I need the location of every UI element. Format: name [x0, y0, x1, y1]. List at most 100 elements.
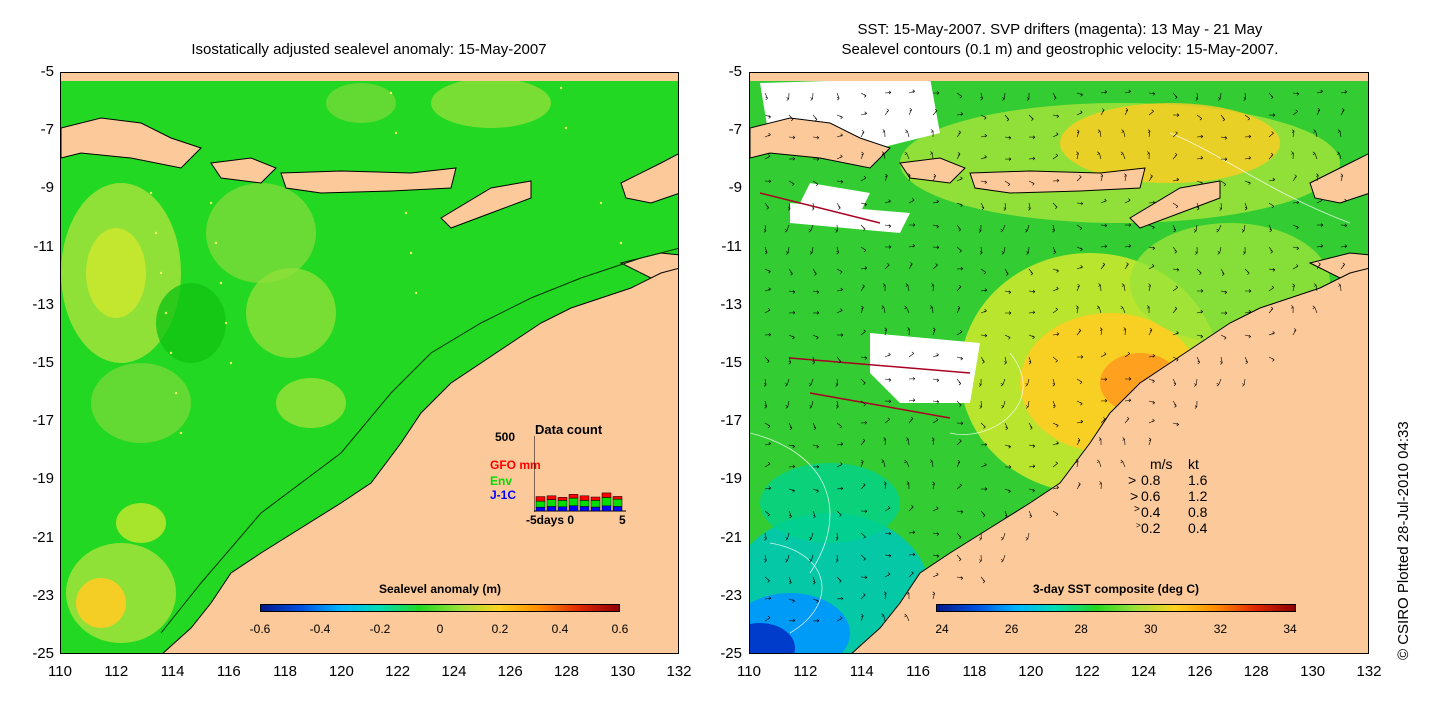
velocity-arrow: [1196, 134, 1204, 139]
velocity-arrow: [764, 400, 767, 409]
data-count-bar-6-0: [601, 505, 612, 512]
data-count-bar-3-2: [568, 494, 579, 499]
velocity-arrow: [1028, 202, 1031, 211]
right-y-tick-6: -17: [720, 412, 742, 430]
velocity-arrow: [1244, 268, 1250, 275]
velocity-arrow: [1052, 202, 1058, 210]
velocity-arrow: [883, 481, 887, 490]
velocity-arrow: [860, 356, 868, 360]
velocity-arrow: [1316, 262, 1321, 270]
velocity-arrow: [884, 199, 891, 204]
right-x-tick-3: 116: [906, 663, 931, 680]
velocity-arrow: [881, 151, 886, 160]
right-y-tick-2: -9: [728, 179, 742, 197]
velocity-arrow: [1220, 334, 1227, 340]
velocity-arrow: [764, 132, 771, 138]
velocity-arrow: [1148, 109, 1154, 116]
velocity-arrow: [1220, 290, 1228, 295]
velocity-arrow: [1316, 173, 1319, 182]
velocity-arrow: [1028, 289, 1036, 294]
left-y-tick-5: -15: [32, 354, 54, 371]
velocity-arrow: [1052, 356, 1058, 363]
velocity-arrow: [1216, 378, 1222, 387]
velocity-arrow: [1216, 224, 1222, 233]
velocity-arrow: [1172, 113, 1180, 117]
velocity-arrow: [1172, 306, 1178, 314]
velocity-arrow: [1076, 419, 1084, 424]
velocity-arrow: [979, 246, 983, 255]
velocity-arrow: [1292, 283, 1295, 292]
velocity-arrow: [932, 572, 939, 578]
velocity-arrow: [932, 173, 937, 182]
data-count-x-end: 5: [619, 513, 626, 527]
velocity-arrow: [860, 438, 866, 446]
velocity-arrow: [1028, 334, 1035, 339]
velocity-arrow: [1052, 246, 1056, 255]
velocity-arrow: [1100, 108, 1105, 116]
right-x-tick-8: 126: [1187, 663, 1213, 680]
velocity-arrow: [1268, 331, 1275, 336]
velocity-arrow: [1196, 114, 1202, 121]
velocity-arrow: [1292, 174, 1297, 182]
data-count-jc-label: J-1C: [490, 488, 517, 502]
velocity-arrow: [932, 108, 938, 116]
right-panel-title-line2: Sealevel contours (0.1 m) and geostrophi…: [841, 41, 1279, 58]
velocity-arrow: [932, 591, 935, 600]
velocity-arrow: [836, 308, 843, 314]
velocity-arrow: [956, 112, 964, 116]
velocity-arrow: [908, 552, 916, 557]
velocity-arrow: [956, 176, 963, 182]
velocity-arrow: [764, 179, 772, 184]
velocity-arrow: [788, 334, 795, 340]
velocity-arrow: [786, 246, 790, 255]
velocity-arrow: [764, 616, 771, 622]
data-count-chart: [534, 436, 626, 512]
velocity-arrow: [1244, 134, 1252, 139]
velocity-arrow: [785, 400, 790, 409]
velocity-arrow: [1076, 265, 1083, 270]
velocity-arrow: [906, 481, 910, 490]
data-count-bar-7-1: [612, 498, 623, 507]
velocity-arrow: [1148, 378, 1155, 383]
velocity-arrow: [1026, 246, 1030, 255]
velocity-arrow: [932, 554, 940, 558]
velocity-arrow: [884, 108, 889, 116]
velocity-arrow: [906, 437, 910, 446]
data-count-bar-6-2: [601, 492, 612, 498]
velocity-arrow: [1148, 200, 1156, 205]
velocity-arrow: [836, 356, 842, 364]
velocity-arrow: [1244, 156, 1252, 160]
velocity-arrow: [1316, 107, 1321, 116]
velocity-arrow: [1028, 135, 1036, 139]
velocity-arrow: [1004, 268, 1009, 276]
velocity-arrow: [1312, 305, 1318, 314]
velocity-arrow: [1028, 310, 1036, 315]
velocity-arrow: [908, 530, 916, 535]
velocity-arrow: [860, 459, 864, 468]
velocity-arrow: [929, 459, 934, 468]
velocity-arrow: [1196, 202, 1200, 211]
velocity-arrow: [1124, 107, 1129, 116]
velocity-arrow: [1196, 309, 1204, 314]
velocity-arrow: [1001, 400, 1006, 409]
velocity-arrow: [883, 437, 886, 446]
velocity-arrow: [980, 462, 987, 468]
left-y-tick-1: -7: [40, 121, 54, 139]
velocity-arrow: [904, 305, 910, 314]
velocity-arrow: [1052, 307, 1058, 314]
velocity-arrow: [1244, 180, 1251, 185]
velocity-arrow: [786, 92, 790, 101]
velocity-arrow: [860, 613, 864, 622]
sla-colorbar-tick-0: -0.6: [249, 622, 271, 636]
velocity-arrow: [1220, 356, 1223, 365]
velocity-arrow: [1313, 283, 1318, 292]
velocity-arrow: [1172, 378, 1177, 387]
velocity-arrow: [1268, 246, 1273, 254]
credit-text: © CSIRO Plotted 28-Jul-2010 04:33: [1395, 421, 1412, 660]
velocity-arrow: [932, 199, 940, 204]
velocity-arrow: [884, 572, 891, 578]
velocity-arrow: [932, 91, 940, 95]
velocity-arrow: [812, 356, 815, 365]
sla-colorbar-tick-1: -0.4: [309, 622, 331, 636]
velocity-arrow: [980, 356, 985, 364]
